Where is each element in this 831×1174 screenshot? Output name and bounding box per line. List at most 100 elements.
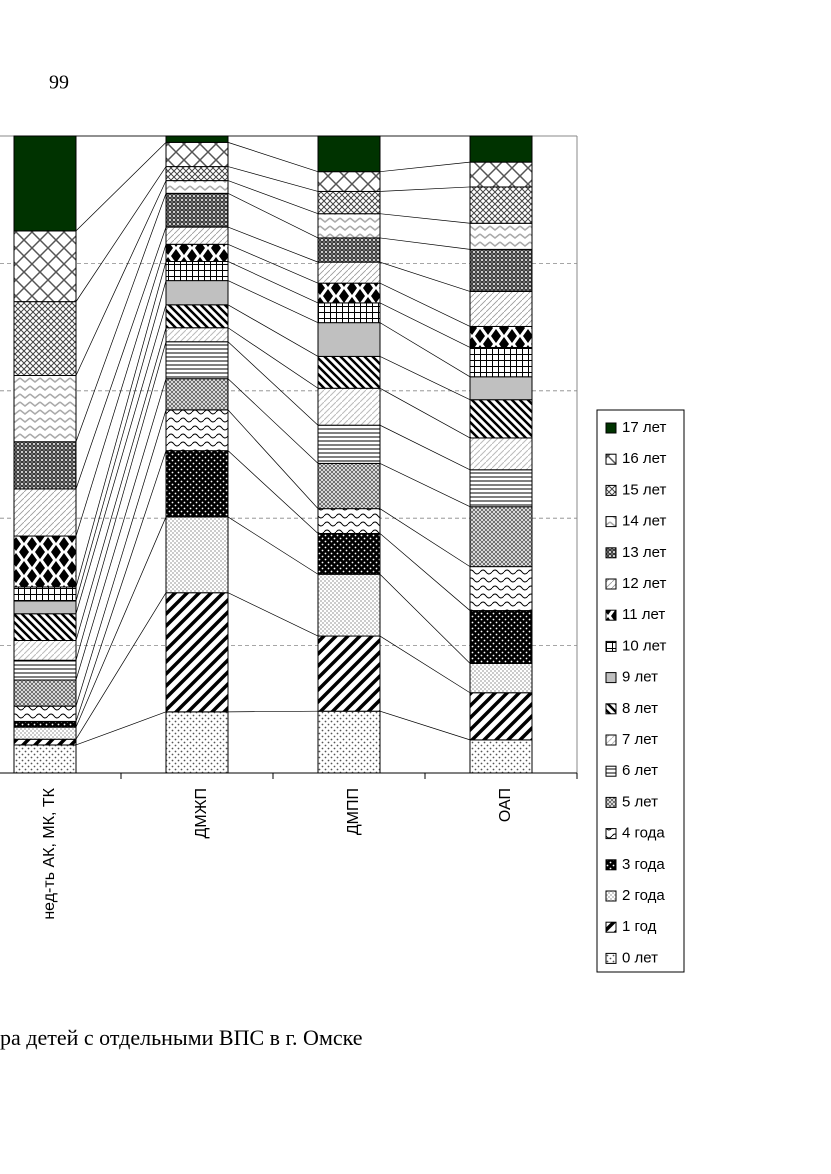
- legend-label: 16 лет: [622, 450, 666, 467]
- bar-segment: [317, 322, 381, 357]
- bar-segment: [13, 600, 77, 615]
- series-line: [379, 213, 471, 224]
- caption: ра детей с отдельными ВПС в г. Омске: [0, 1025, 363, 1050]
- series-line: [379, 463, 471, 508]
- bar-segment: [469, 469, 533, 508]
- series-line: [227, 142, 319, 173]
- bar-segment: [165, 166, 229, 182]
- legend-swatch: [605, 890, 617, 902]
- legend-label: 13 лет: [622, 544, 666, 561]
- bar-segment: [317, 171, 381, 192]
- bar-segment: [469, 662, 533, 694]
- series-line: [379, 387, 471, 439]
- bar-segment: [13, 640, 77, 661]
- bar-segment: [469, 506, 533, 568]
- legend-swatch: [605, 484, 617, 496]
- legend-label: 10 лет: [622, 637, 666, 654]
- bar-segment: [469, 692, 533, 741]
- series-line: [227, 592, 319, 637]
- bar-segment: [317, 135, 381, 173]
- series-line: [379, 161, 471, 173]
- bar-segment: [317, 573, 381, 637]
- legend-swatch: [605, 422, 617, 434]
- series-line: [75, 261, 167, 588]
- legend-label: 1 год: [622, 918, 657, 935]
- series-line: [227, 243, 319, 284]
- bar-segment: [165, 135, 229, 143]
- bar-segment: [317, 532, 381, 575]
- bar-segment: [13, 535, 77, 588]
- bar-segment: [165, 280, 229, 306]
- bar-segment: [165, 243, 229, 262]
- legend-swatch: [605, 703, 617, 715]
- bar-segment: [165, 341, 229, 380]
- legend-label: 15 лет: [622, 481, 666, 498]
- legend-swatch: [605, 796, 617, 808]
- bar-segment: [13, 720, 77, 728]
- bar-segment: [317, 355, 381, 389]
- legend-swatch: [605, 952, 617, 964]
- series-line: [75, 244, 167, 537]
- bar-segment: [13, 135, 77, 232]
- legend-swatch: [605, 640, 617, 652]
- legend-swatch: [605, 609, 617, 621]
- series-line: [379, 533, 471, 611]
- x-tick-label: ДМПП: [345, 788, 362, 835]
- bar-segment: [469, 222, 533, 250]
- series-line: [227, 166, 319, 192]
- bar-segment: [13, 375, 77, 443]
- bar-segment: [469, 610, 533, 664]
- legend-label: 3 года: [622, 856, 665, 873]
- legend-label: 17 лет: [622, 419, 666, 436]
- series-line: [379, 186, 471, 192]
- legend-label: 5 лет: [622, 793, 658, 810]
- x-tick-label: ОАП: [497, 788, 514, 822]
- bar-segment: [165, 592, 229, 713]
- bar-segment: [165, 378, 229, 411]
- legend-label: 4 года: [622, 825, 665, 842]
- bar-segment: [13, 659, 77, 681]
- bar-segment: [469, 325, 533, 348]
- bar-segment: [317, 261, 381, 284]
- legend-box: [596, 409, 685, 973]
- bar-segment: [469, 376, 533, 401]
- legend-swatch: [605, 734, 617, 746]
- bar-segment: [317, 635, 381, 712]
- legend-swatch: [605, 516, 617, 528]
- page-number: 99: [49, 72, 69, 94]
- series-line: [75, 450, 167, 722]
- legend-swatch: [605, 828, 617, 840]
- series-line: [379, 302, 471, 348]
- bar-segment: [469, 346, 533, 378]
- bar-segment: [317, 302, 381, 324]
- legend-label: 9 лет: [622, 669, 658, 686]
- bar-segment: [469, 161, 533, 188]
- bar-segment: [165, 304, 229, 329]
- series-line: [75, 378, 167, 681]
- series-line: [75, 166, 167, 302]
- legend-swatch: [605, 921, 617, 933]
- legend-label: 0 лет: [622, 949, 658, 966]
- legend-label: 14 лет: [622, 513, 666, 530]
- legend-label: 11 лет: [622, 606, 665, 623]
- series-line: [227, 409, 319, 509]
- bar-segment: [13, 301, 77, 377]
- bar-segment: [165, 141, 229, 168]
- series-line: [227, 378, 319, 464]
- plot: нед-ть АК, МК, ТК ДМЖП ДМПП ОАП: [0, 135, 578, 920]
- series-line: [227, 710, 319, 713]
- legend-label: 7 лет: [622, 731, 658, 748]
- bar-segment: [317, 387, 381, 426]
- series-line: [379, 322, 471, 378]
- bar-segment: [13, 679, 77, 707]
- bar-segment: [469, 437, 533, 471]
- series-line: [75, 304, 167, 614]
- series-line: [379, 574, 471, 664]
- x-tick-label: нед-ть АК, МК, ТК: [41, 787, 58, 919]
- legend-swatch: [605, 672, 617, 684]
- series-line: [227, 516, 319, 575]
- bar-segment: [165, 450, 229, 518]
- series-line: [75, 280, 167, 602]
- series-line: [75, 592, 167, 740]
